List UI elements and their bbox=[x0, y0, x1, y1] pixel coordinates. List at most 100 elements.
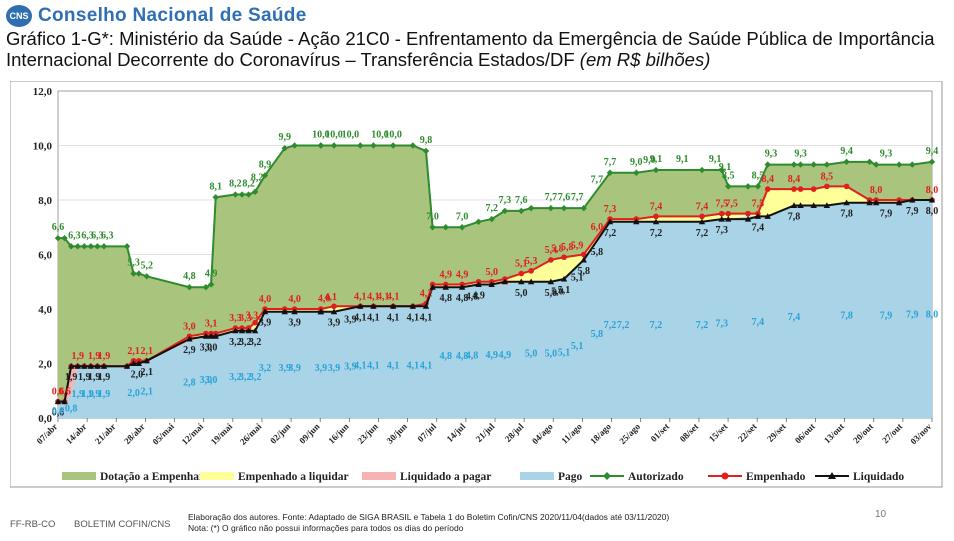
label-autorizado: 7,7 bbox=[604, 157, 617, 168]
autorizado-point bbox=[764, 161, 771, 168]
label-pago: 7,9 bbox=[906, 309, 919, 320]
label-liquidado: 3,9 bbox=[328, 318, 341, 329]
label-pago: 5,1 bbox=[558, 347, 571, 358]
label-pago: 4,9 bbox=[499, 350, 512, 361]
label-liquidado: 7,3 bbox=[715, 225, 728, 236]
source-note: Elaboração dos autores. Fonte: Adaptado … bbox=[188, 512, 669, 534]
label-autorizado: 8,5 bbox=[752, 170, 765, 181]
autorizado-point bbox=[81, 243, 88, 250]
label-empenhado: 4,1 bbox=[387, 291, 400, 302]
liquidado-point bbox=[74, 363, 81, 369]
empenhado-point bbox=[252, 319, 258, 326]
label-empenhado: 3,3 bbox=[246, 310, 259, 321]
label-empenhado: 7,4 bbox=[650, 201, 663, 212]
label-liquidado: 7,8 bbox=[788, 211, 801, 222]
autorizado-point bbox=[100, 243, 108, 250]
autorizado-point bbox=[810, 161, 817, 168]
autorizado-point bbox=[442, 224, 449, 231]
label-liquidado: 3,0 bbox=[205, 342, 218, 353]
label-liquidado: 3,9 bbox=[288, 318, 301, 329]
label-autorizado: 5,3 bbox=[127, 258, 140, 269]
series-lines bbox=[54, 142, 936, 405]
label-empenhado: 1,9 bbox=[98, 351, 111, 362]
label-pago: 8,0 bbox=[926, 309, 939, 320]
page-number: 10 bbox=[875, 509, 887, 520]
empenhado-point bbox=[810, 186, 817, 192]
label-empenhado: 4,1 bbox=[367, 291, 380, 302]
autorizado-point bbox=[872, 161, 880, 168]
legend-swatch bbox=[62, 472, 96, 480]
liquidado-point bbox=[238, 327, 246, 334]
label-liquidado: 7,8 bbox=[840, 209, 853, 220]
autorizado-point bbox=[251, 188, 259, 196]
data-labels: 6,66,3 6,36,36,35,3 5,24,8 4,98,1 8,2 8,28,28… bbox=[52, 130, 939, 419]
empenhado-point bbox=[745, 210, 751, 217]
label-autorizado: 9,4 bbox=[926, 146, 939, 157]
liquidado-point bbox=[909, 196, 916, 203]
label-autorizado: 7,2 bbox=[485, 203, 498, 214]
label-empenhado: 2,1 bbox=[140, 346, 153, 357]
label-liquidado: 4,8 bbox=[439, 293, 452, 304]
liquidado-point bbox=[202, 333, 210, 339]
liquidado-point bbox=[810, 202, 817, 208]
label-pago: 3,9 bbox=[328, 363, 341, 374]
label-empenhado: 5,9 bbox=[571, 240, 584, 251]
liquidado-point bbox=[442, 284, 449, 290]
autorizado-point bbox=[87, 243, 95, 250]
label-empenhado: 3,3 bbox=[239, 313, 252, 324]
label-autorizado: 10,0 bbox=[342, 130, 360, 141]
y-tick-label: 12,0 bbox=[33, 86, 53, 98]
liquidado-point bbox=[130, 360, 137, 366]
empenhado-point bbox=[699, 213, 705, 220]
autorizado-point bbox=[281, 145, 288, 152]
label-empenhado: 7,4 bbox=[696, 201, 709, 212]
label-empenhado: 2,1 bbox=[127, 346, 140, 357]
label-liquidado: 7,4 bbox=[752, 222, 765, 233]
label-liquidado: 4,9 bbox=[472, 290, 485, 301]
autorizado-point bbox=[547, 204, 555, 212]
liquidado-point bbox=[797, 202, 804, 208]
liquidado-point bbox=[843, 199, 850, 206]
autorizado-point bbox=[718, 166, 725, 174]
label-empenhado: 1,9 bbox=[88, 351, 101, 362]
label-liquidado: 0,6 bbox=[52, 408, 65, 419]
label-autorizado: 9,8 bbox=[420, 135, 433, 146]
label-empenhado: 4,0 bbox=[259, 294, 272, 305]
liquidado-point bbox=[895, 199, 903, 206]
label-autorizado: 4,8 bbox=[183, 271, 196, 282]
label-empenhado: 4,0 bbox=[318, 293, 331, 304]
label-autorizado: 9,3 bbox=[880, 149, 893, 160]
liquidado-point bbox=[123, 363, 131, 369]
legend-label: Autorizado bbox=[628, 471, 684, 483]
legend-label: Empenhado bbox=[746, 471, 806, 483]
label-pago: 3,9 bbox=[315, 363, 328, 374]
cns-logo: CNS bbox=[6, 5, 32, 27]
label-autorizado: 7,6 bbox=[515, 195, 528, 206]
label-pago: 3,9 bbox=[288, 363, 301, 374]
label-autorizado: 9,1 bbox=[719, 162, 732, 173]
label-pago: 4,1 bbox=[354, 360, 367, 371]
empenhado-point bbox=[518, 270, 525, 277]
empenhado-point bbox=[718, 210, 725, 217]
liquidado-point bbox=[501, 278, 509, 285]
label-pago: 3,2 bbox=[239, 372, 252, 383]
footer-code: FF-RB-CO bbox=[10, 519, 56, 530]
empenhado-point bbox=[843, 183, 850, 190]
label-autorizado: 10,0 bbox=[312, 130, 330, 141]
label-empenhado: 8,0 bbox=[926, 185, 939, 196]
label-pago: 7,2 bbox=[650, 320, 663, 331]
liquidado-point bbox=[135, 360, 143, 366]
label-pago: 4,9 bbox=[485, 350, 498, 361]
label-empenhado: 0,6 bbox=[52, 387, 65, 398]
y-tick-label: 10,0 bbox=[33, 141, 53, 153]
liquidado-point bbox=[790, 202, 798, 208]
autorizado-point bbox=[744, 183, 752, 190]
autorizado-point bbox=[790, 161, 798, 168]
label-liquidado: 3,2 bbox=[239, 337, 252, 348]
label-pago: 3,0 bbox=[205, 375, 218, 386]
liquidado-point bbox=[652, 218, 660, 225]
label-liquidado: 7,2 bbox=[696, 228, 709, 239]
legend-marker bbox=[603, 472, 611, 480]
label-pago: 5,8 bbox=[591, 329, 604, 340]
label-empenhado: 4,1 bbox=[377, 291, 390, 302]
